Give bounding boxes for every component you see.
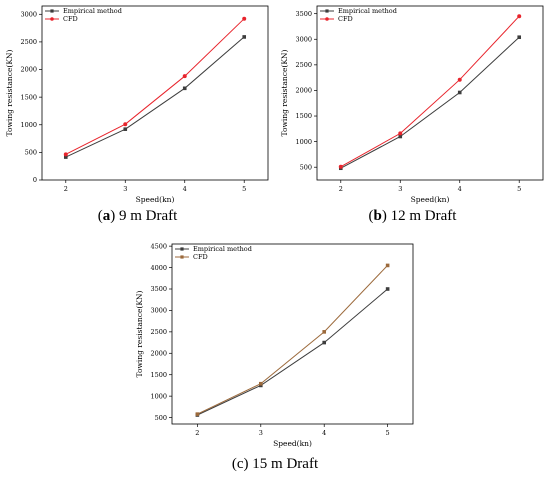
data-point — [258, 381, 263, 386]
chart-b: 2 3 4 5 500 1000 1500 2000 2500 3000 3500 Speed(kn)… — [275, 0, 550, 205]
y-tick-label: 500 — [155, 414, 167, 422]
legend-label: CFD — [193, 253, 208, 261]
y-tick-label: 500 — [25, 149, 37, 157]
series-line — [197, 288, 388, 416]
legend-label: Empirical method — [63, 7, 122, 15]
series-line — [340, 15, 520, 168]
legend-marker — [325, 17, 329, 21]
data-point — [398, 131, 403, 136]
y-tick-label: 2000 — [20, 66, 37, 74]
series-line — [65, 36, 245, 158]
y-axis-label: Towing resistance(KN) — [135, 291, 144, 378]
y-axis-label: Towing resistance(KN) — [280, 50, 289, 137]
legend-label: CFD — [63, 15, 78, 23]
y-tick-label: 3000 — [20, 10, 37, 18]
caption-b-text: 12 m Draft — [386, 208, 457, 224]
data-point — [195, 412, 200, 416]
data-point — [242, 16, 247, 21]
y-tick-label: 3500 — [150, 285, 167, 293]
legend-marker — [50, 17, 54, 21]
legend-label: CFD — [338, 15, 353, 23]
caption-b: (b) 12 m Draft — [368, 208, 457, 224]
x-tick-label: 5 — [517, 185, 521, 193]
data-point — [123, 127, 128, 131]
data-point — [322, 330, 327, 334]
data-point — [338, 164, 343, 169]
legend-marker — [180, 255, 184, 259]
y-tick-label: 2500 — [295, 61, 312, 69]
y-tick-label: 3000 — [150, 307, 167, 315]
series-line — [340, 36, 520, 169]
x-tick-label: 4 — [322, 429, 326, 437]
y-axis-label: Towing resistance(KN) — [5, 50, 14, 137]
chart-c: 2 3 4 5 500 1000 1500 2000 2500 3000 3500 4000 4500 S… — [130, 238, 420, 453]
chart-b-svg: 2 3 4 5 500 1000 1500 2000 2500 3000 3500 Speed(kn)… — [280, 5, 544, 204]
data-point — [63, 152, 68, 157]
x-axis-label: Speed(kn) — [273, 439, 312, 448]
y-tick-label: 1500 — [295, 112, 312, 120]
data-point — [457, 77, 462, 82]
plot-frame — [171, 243, 414, 425]
series-line — [65, 18, 245, 155]
data-point — [385, 287, 390, 291]
y-tick-label: 3000 — [295, 35, 312, 43]
chart-c-svg: 2 3 4 5 500 1000 1500 2000 2500 3000 3500 4000 4500 S… — [135, 242, 414, 448]
x-tick-label: 2 — [339, 185, 343, 193]
x-tick-label: 4 — [458, 185, 462, 193]
data-point — [182, 86, 187, 91]
x-axis-label: Speed(kn) — [136, 195, 175, 204]
legend-marker — [180, 247, 184, 251]
chart-a: 2 3 4 5 0 500 1000 1500 2000 2500 3000 Speed(kn) Tow… — [0, 0, 275, 205]
x-tick-label: 4 — [183, 185, 187, 193]
data-point — [398, 134, 403, 139]
y-tick-label: 4000 — [150, 264, 167, 272]
data-point — [123, 122, 128, 127]
data-point — [517, 14, 522, 19]
y-tick-label: 1500 — [150, 371, 167, 379]
y-tick-label: 1000 — [150, 392, 167, 400]
legend-marker — [325, 9, 329, 13]
y-tick-label: 0 — [33, 176, 37, 184]
y-tick-label: 2000 — [150, 349, 167, 357]
data-point — [322, 340, 327, 345]
x-tick-label: 3 — [123, 185, 127, 193]
y-tick-label: 2000 — [295, 87, 312, 95]
caption-c-text: 15 m Draft — [248, 456, 319, 472]
y-tick-label: 1500 — [20, 93, 37, 101]
y-tick-label: 3500 — [295, 10, 312, 18]
x-tick-label: 3 — [398, 185, 402, 193]
data-point — [517, 35, 522, 40]
x-axis-label: Speed(kn) — [411, 195, 450, 204]
data-point — [457, 90, 462, 95]
x-tick-label: 5 — [386, 429, 390, 437]
x-tick-label: 3 — [259, 429, 263, 437]
x-tick-label: 5 — [242, 185, 246, 193]
y-tick-label: 1000 — [295, 138, 312, 146]
data-point — [242, 35, 247, 39]
data-point — [385, 263, 390, 268]
caption-a-label: a — [102, 208, 111, 224]
y-tick-label: 1000 — [20, 121, 37, 129]
legend-label: Empirical method — [338, 7, 397, 15]
plot-frame — [316, 5, 544, 181]
data-point — [63, 155, 68, 159]
y-tick-label: 500 — [300, 163, 312, 171]
caption-c-label: c — [236, 456, 244, 472]
data-point — [182, 74, 187, 79]
y-tick-label: 4500 — [150, 242, 167, 250]
chart-a-svg: 2 3 4 5 0 500 1000 1500 2000 2500 3000 Speed(kn) Tow… — [5, 5, 269, 204]
legend-label: Empirical method — [193, 245, 252, 253]
caption-a: (a) 9 m Draft — [97, 208, 178, 224]
plot-frame — [41, 5, 269, 181]
legend-marker — [50, 9, 54, 13]
caption-c: (c) 15 m Draft — [231, 456, 319, 472]
caption-a-text: 9 m Draft — [115, 208, 178, 224]
x-tick-label: 2 — [195, 429, 199, 437]
x-tick-label: 2 — [64, 185, 68, 193]
series-line — [197, 265, 388, 415]
y-tick-label: 2500 — [150, 328, 167, 336]
caption-b-label: b — [373, 208, 382, 224]
y-tick-label: 2500 — [20, 38, 37, 46]
